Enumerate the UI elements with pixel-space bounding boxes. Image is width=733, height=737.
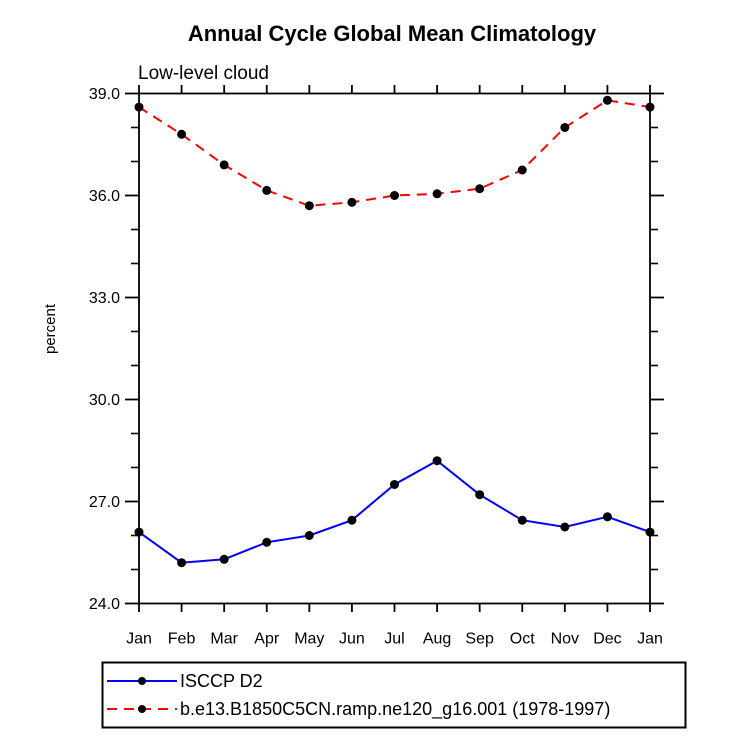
data-point-series-1 xyxy=(177,129,187,139)
chart-title: Annual Cycle Global Mean Climatology xyxy=(188,21,597,46)
x-tick-label: Apr xyxy=(254,631,280,648)
y-tick-label: 39.0 xyxy=(89,86,120,103)
data-point-series-1 xyxy=(517,165,527,175)
x-tick-label: Oct xyxy=(510,631,535,648)
y-tick-label: 33.0 xyxy=(89,290,120,307)
x-tick-label: Mar xyxy=(210,631,238,648)
series-line-0 xyxy=(138,459,651,564)
data-point-series-1 xyxy=(602,95,612,105)
data-point-series-1 xyxy=(475,184,485,194)
data-point-series-0 xyxy=(645,527,655,537)
x-tick-label: Feb xyxy=(168,631,196,648)
legend-item-isccp-d2: ISCCP D2 xyxy=(107,671,263,691)
legend: ISCCP D2 b.e13.B1850C5CN.ramp.ne120_g16.… xyxy=(101,661,687,729)
data-point-series-0 xyxy=(390,480,399,489)
data-point-series-1 xyxy=(560,123,570,132)
x-tick-label: May xyxy=(294,631,324,648)
data-point-series-0 xyxy=(432,456,442,466)
data-point-series-0 xyxy=(602,512,612,522)
data-point-series-0 xyxy=(517,515,527,525)
y-axis-label: percent xyxy=(42,303,59,354)
legend-item-model-run: b.e13.B1850C5CN.ramp.ne120_g16.001 (1978… xyxy=(107,699,610,720)
data-point-series-0 xyxy=(475,490,485,500)
data-point-series-0 xyxy=(134,527,144,537)
x-tick-label: Jan xyxy=(126,631,152,648)
plot-area: 39.0 36.0 33.0 30.0 27.0 24.0 Jan Feb Mar Apr May J… xyxy=(89,85,664,648)
data-point-series-1 xyxy=(134,102,144,112)
data-point-series-0 xyxy=(219,554,229,564)
data-point-series-1 xyxy=(645,102,655,112)
series-line-1 xyxy=(138,99,651,207)
x-tick-label: Nov xyxy=(551,631,579,648)
legend-label-model-run: b.e13.B1850C5CN.ramp.ne120_g16.001 (1978… xyxy=(180,699,610,720)
legend-marker-dot xyxy=(138,677,146,685)
data-point-series-0 xyxy=(262,537,272,547)
data-point-series-0 xyxy=(347,515,357,525)
x-tick-label: Jan xyxy=(637,631,663,648)
x-tick-label: Jul xyxy=(384,631,404,648)
data-point-series-1 xyxy=(219,160,229,170)
x-tick-label: Sep xyxy=(465,631,494,648)
x-tick-label: Dec xyxy=(593,631,621,648)
data-point-series-1 xyxy=(432,189,442,199)
legend-box xyxy=(101,661,687,729)
x-tick-label: Aug xyxy=(423,631,451,648)
data-point-series-1 xyxy=(347,197,357,207)
y-tick-label: 36.0 xyxy=(89,188,120,205)
data-point-series-0 xyxy=(177,558,187,568)
y-tick-label: 24.0 xyxy=(89,596,120,613)
y-tick-label: 27.0 xyxy=(89,494,120,511)
data-point-series-1 xyxy=(304,201,314,211)
data-point-series-0 xyxy=(304,531,314,540)
y-tick-label: 30.0 xyxy=(89,392,120,409)
data-point-series-1 xyxy=(262,185,272,195)
legend-marker-dot xyxy=(138,705,146,713)
plot-frame xyxy=(138,92,651,605)
data-point-series-1 xyxy=(390,191,399,200)
x-tick-label: Jun xyxy=(339,631,365,648)
legend-label-isccp-d2: ISCCP D2 xyxy=(180,671,263,691)
data-point-series-0 xyxy=(560,522,570,532)
chart-subtitle: Low-level cloud xyxy=(138,63,269,84)
